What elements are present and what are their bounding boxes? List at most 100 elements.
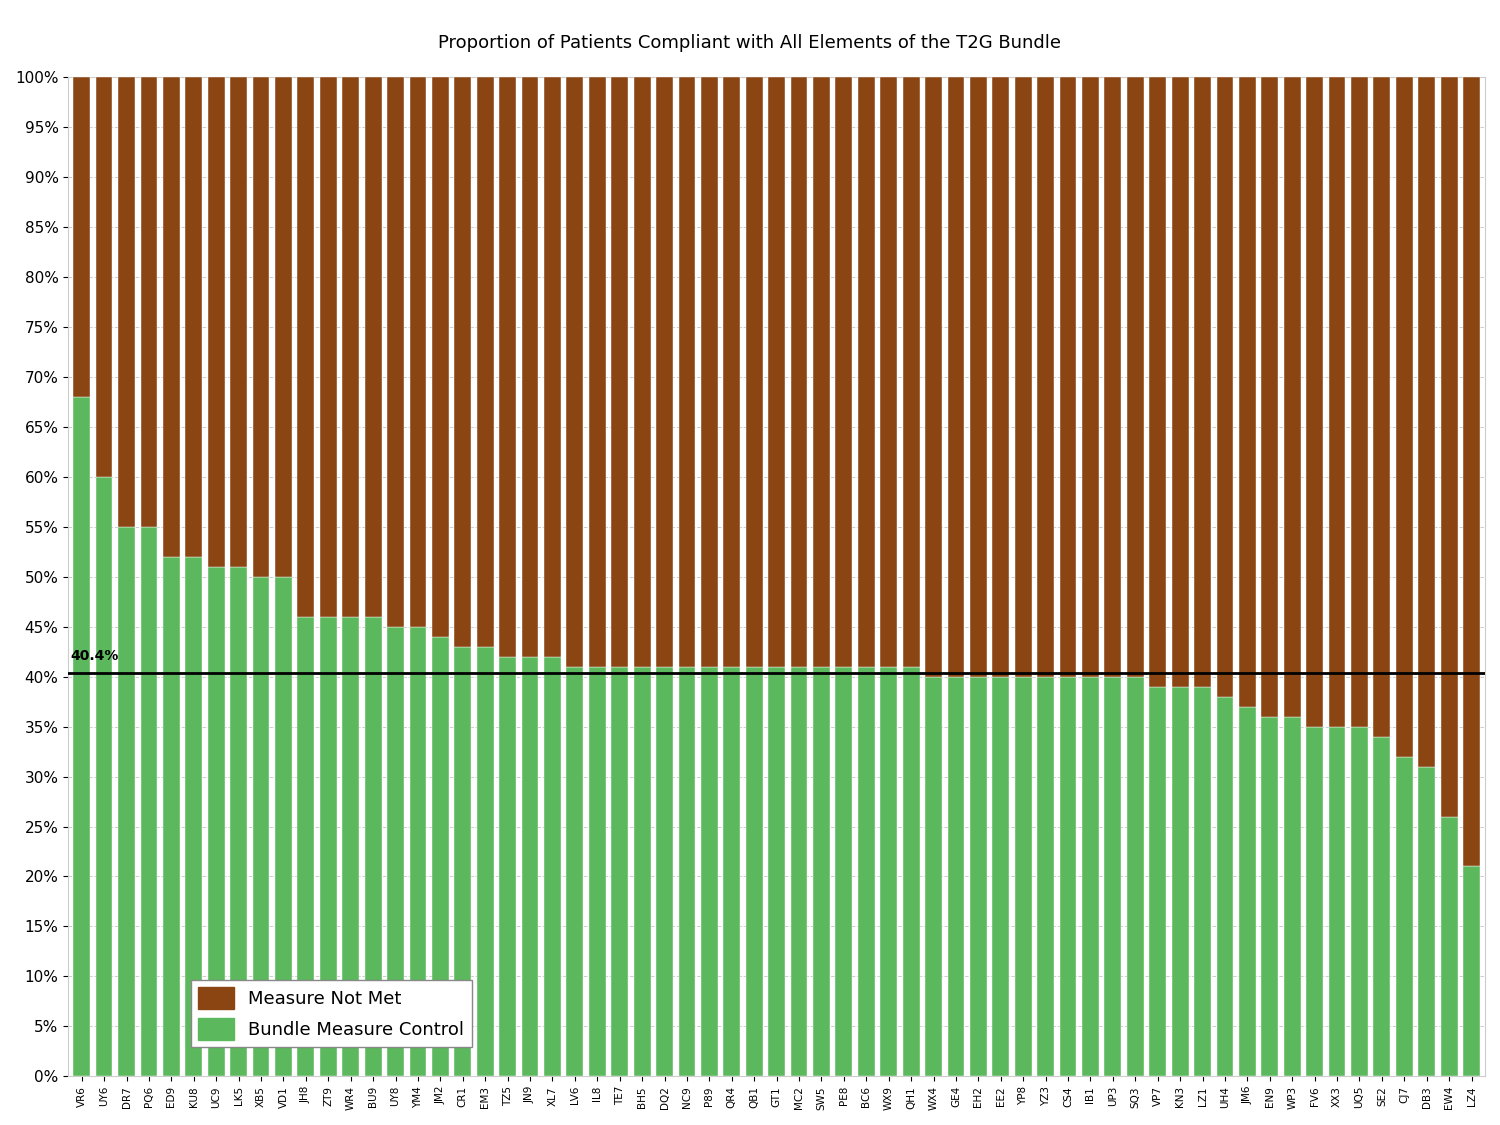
- Bar: [544, 78, 561, 657]
- Bar: [880, 78, 897, 667]
- Bar: [454, 78, 471, 647]
- Bar: [1329, 78, 1346, 727]
- Bar: [746, 78, 762, 667]
- Bar: [209, 567, 225, 1077]
- Bar: [1462, 78, 1480, 866]
- Bar: [1284, 78, 1300, 717]
- Bar: [858, 667, 874, 1077]
- Bar: [454, 647, 471, 1077]
- Bar: [1149, 686, 1166, 1077]
- Bar: [1172, 78, 1188, 686]
- Text: 40.4%: 40.4%: [70, 649, 118, 663]
- Bar: [1239, 706, 1256, 1077]
- Bar: [320, 78, 336, 616]
- Bar: [252, 78, 270, 577]
- Bar: [209, 78, 225, 567]
- Bar: [903, 667, 920, 1077]
- Bar: [1462, 866, 1480, 1077]
- Bar: [700, 78, 718, 667]
- Bar: [544, 657, 561, 1077]
- Bar: [1262, 717, 1278, 1077]
- Bar: [813, 78, 830, 667]
- Bar: [612, 78, 628, 667]
- Bar: [141, 526, 158, 1077]
- Bar: [320, 616, 336, 1077]
- Bar: [1284, 717, 1300, 1077]
- Bar: [1016, 676, 1032, 1077]
- Bar: [926, 78, 942, 676]
- Bar: [186, 557, 202, 1077]
- Bar: [746, 667, 762, 1077]
- Bar: [993, 78, 1010, 676]
- Bar: [1306, 727, 1323, 1077]
- Bar: [1440, 817, 1458, 1077]
- Bar: [252, 577, 270, 1077]
- Bar: [970, 676, 987, 1077]
- Bar: [700, 667, 718, 1077]
- Bar: [477, 78, 494, 647]
- Bar: [612, 667, 628, 1077]
- Bar: [633, 78, 651, 667]
- Bar: [1036, 676, 1054, 1077]
- Bar: [590, 667, 606, 1077]
- Bar: [678, 78, 696, 667]
- Bar: [141, 78, 158, 526]
- Bar: [118, 78, 135, 526]
- Bar: [297, 616, 315, 1077]
- Bar: [1419, 78, 1436, 766]
- Bar: [993, 676, 1010, 1077]
- Bar: [342, 78, 358, 616]
- Bar: [1419, 766, 1436, 1077]
- Bar: [903, 78, 920, 667]
- Bar: [1440, 78, 1458, 817]
- Text: Proportion of Patients Compliant with All Elements of the T2G Bundle: Proportion of Patients Compliant with Al…: [438, 34, 1062, 52]
- Bar: [500, 657, 516, 1077]
- Bar: [164, 78, 180, 557]
- Bar: [1396, 757, 1413, 1077]
- Bar: [1059, 78, 1077, 676]
- Bar: [1104, 676, 1122, 1077]
- Bar: [1216, 696, 1233, 1077]
- Bar: [387, 627, 404, 1077]
- Bar: [948, 78, 964, 676]
- Bar: [1104, 78, 1122, 676]
- Bar: [567, 78, 584, 667]
- Bar: [1352, 727, 1368, 1077]
- Bar: [836, 78, 852, 667]
- Bar: [410, 78, 426, 627]
- Bar: [790, 78, 807, 667]
- Bar: [96, 78, 112, 477]
- Bar: [1374, 737, 1390, 1077]
- Bar: [1329, 727, 1346, 1077]
- Bar: [678, 667, 696, 1077]
- Bar: [768, 667, 784, 1077]
- Bar: [1194, 78, 1210, 686]
- Bar: [1216, 78, 1233, 696]
- Bar: [723, 667, 740, 1077]
- Bar: [1082, 676, 1100, 1077]
- Bar: [768, 78, 784, 667]
- Bar: [1239, 78, 1256, 706]
- Bar: [186, 78, 202, 557]
- Bar: [1396, 78, 1413, 757]
- Bar: [1082, 78, 1100, 676]
- Bar: [880, 667, 897, 1077]
- Bar: [1149, 78, 1166, 686]
- Bar: [1016, 78, 1032, 676]
- Bar: [297, 78, 315, 616]
- Bar: [590, 78, 606, 667]
- Bar: [1374, 78, 1390, 737]
- Bar: [1352, 78, 1368, 727]
- Bar: [74, 397, 90, 1077]
- Bar: [1059, 676, 1077, 1077]
- Bar: [364, 616, 381, 1077]
- Bar: [432, 78, 448, 637]
- Bar: [633, 667, 651, 1077]
- Legend: Measure Not Met, Bundle Measure Control: Measure Not Met, Bundle Measure Control: [190, 980, 471, 1047]
- Bar: [364, 78, 381, 616]
- Bar: [522, 78, 538, 657]
- Bar: [656, 78, 674, 667]
- Bar: [230, 78, 248, 567]
- Bar: [342, 616, 358, 1077]
- Bar: [274, 78, 292, 577]
